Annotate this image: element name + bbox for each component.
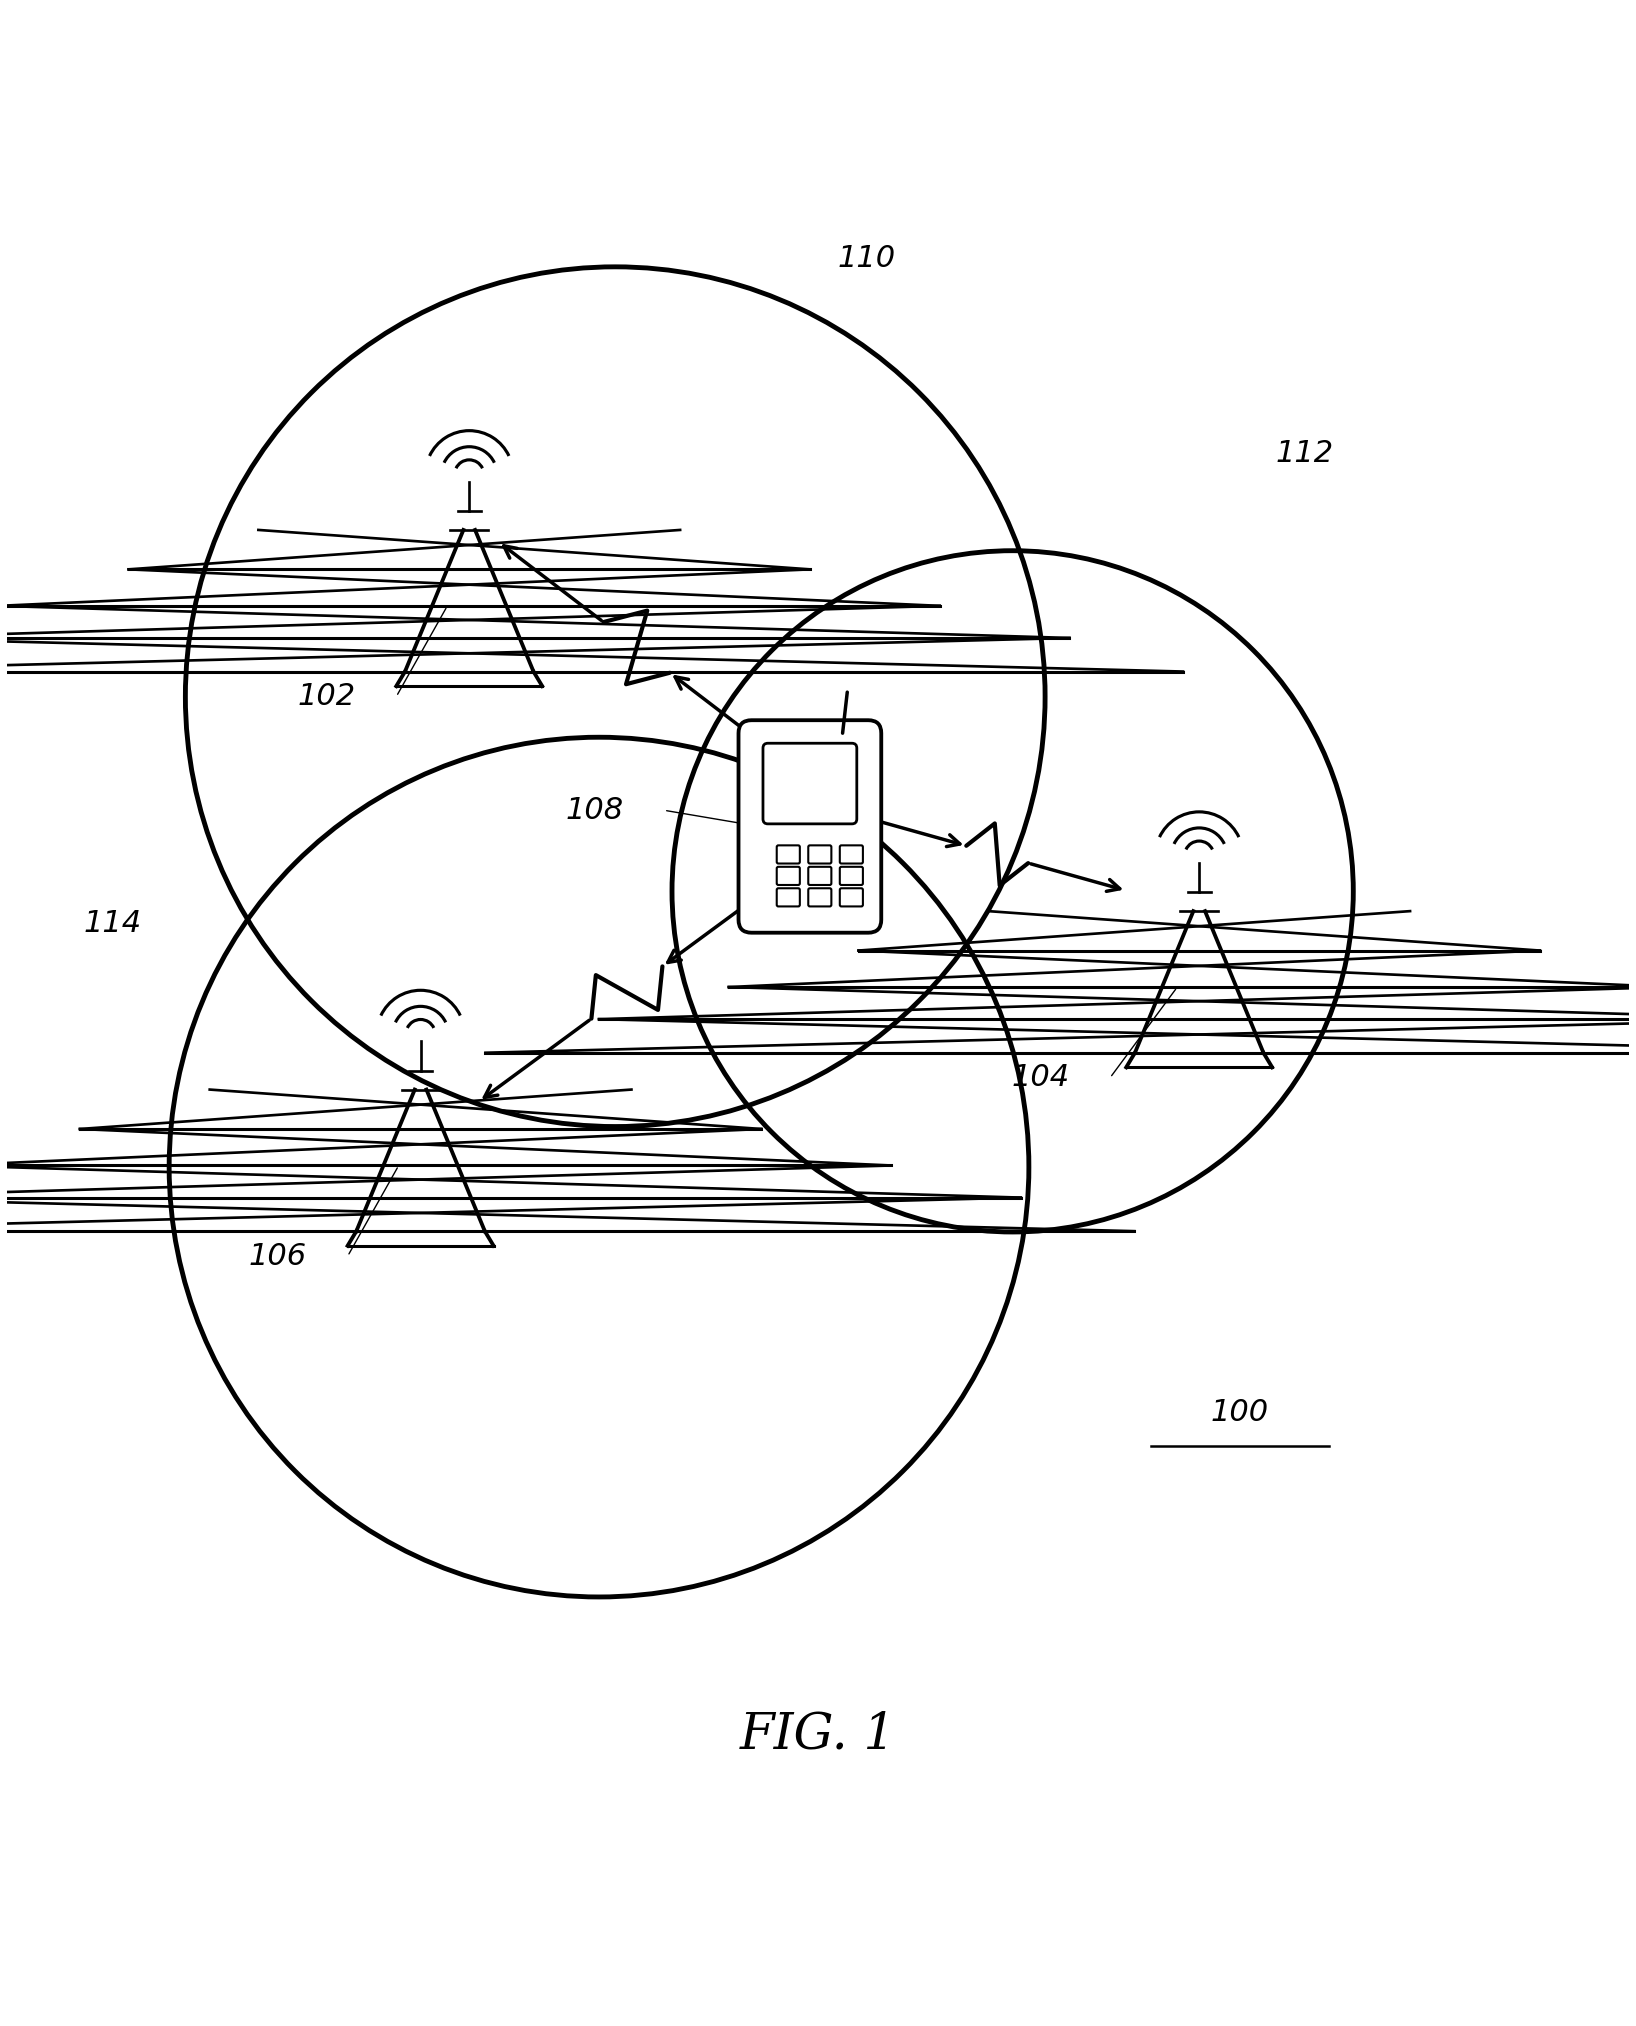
FancyBboxPatch shape xyxy=(808,887,831,906)
FancyBboxPatch shape xyxy=(738,719,882,932)
FancyBboxPatch shape xyxy=(762,744,857,825)
FancyBboxPatch shape xyxy=(839,867,862,885)
Text: FIG. 1: FIG. 1 xyxy=(739,1710,897,1759)
FancyBboxPatch shape xyxy=(839,845,862,863)
FancyBboxPatch shape xyxy=(777,887,800,906)
Text: 108: 108 xyxy=(564,796,623,825)
FancyBboxPatch shape xyxy=(777,867,800,885)
Text: 110: 110 xyxy=(838,245,897,274)
FancyBboxPatch shape xyxy=(839,887,862,906)
Text: 114: 114 xyxy=(83,910,141,938)
Text: 102: 102 xyxy=(298,683,355,711)
FancyBboxPatch shape xyxy=(808,867,831,885)
FancyBboxPatch shape xyxy=(808,845,831,863)
Text: 112: 112 xyxy=(1276,440,1333,468)
Text: 106: 106 xyxy=(249,1242,308,1270)
Text: 100: 100 xyxy=(1211,1398,1270,1426)
Text: 104: 104 xyxy=(1011,1064,1070,1092)
FancyBboxPatch shape xyxy=(777,845,800,863)
